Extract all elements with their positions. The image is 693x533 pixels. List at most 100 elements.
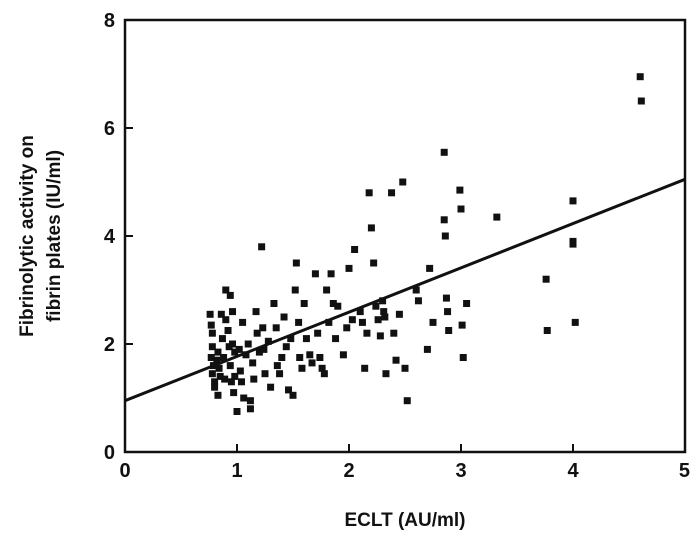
data-point bbox=[306, 351, 314, 359]
data-point bbox=[226, 362, 234, 370]
data-point bbox=[246, 405, 254, 413]
data-point bbox=[412, 286, 420, 294]
data-point bbox=[316, 354, 324, 361]
data-point bbox=[345, 264, 353, 272]
data-point bbox=[233, 408, 241, 415]
data-point bbox=[207, 354, 215, 361]
data-point bbox=[401, 364, 409, 372]
data-point bbox=[270, 300, 278, 307]
data-point bbox=[261, 370, 269, 378]
data-point bbox=[363, 329, 371, 337]
data-point bbox=[569, 197, 577, 205]
y-axis-title-line-1: Fibrinolytic activity on bbox=[17, 135, 38, 337]
data-point bbox=[289, 391, 297, 399]
data-point bbox=[244, 340, 252, 348]
x-tick-label: 5 bbox=[679, 460, 690, 482]
data-point bbox=[311, 270, 319, 278]
data-point bbox=[457, 205, 465, 213]
data-point bbox=[207, 321, 215, 329]
data-point bbox=[229, 340, 237, 348]
data-point bbox=[334, 302, 342, 310]
data-point bbox=[365, 189, 373, 197]
data-point bbox=[458, 321, 466, 329]
y-tick-label: 0 bbox=[104, 442, 115, 464]
data-point bbox=[399, 178, 407, 186]
data-point bbox=[376, 332, 384, 340]
regression-line bbox=[124, 177, 686, 403]
data-point bbox=[351, 246, 359, 253]
data-point bbox=[230, 389, 238, 397]
data-point bbox=[285, 386, 293, 394]
data-point bbox=[258, 243, 266, 251]
data-point bbox=[327, 270, 335, 278]
data-point bbox=[543, 327, 551, 334]
data-point bbox=[208, 343, 216, 351]
data-point bbox=[296, 354, 304, 361]
data-point bbox=[259, 324, 267, 332]
plot-frame bbox=[123, 18, 687, 454]
data-point bbox=[440, 148, 448, 156]
data-point bbox=[208, 329, 216, 337]
data-point bbox=[302, 335, 310, 343]
data-point bbox=[217, 310, 225, 318]
data-point bbox=[229, 308, 237, 316]
data-point bbox=[445, 327, 453, 334]
data-point bbox=[403, 397, 411, 405]
data-point bbox=[226, 291, 234, 299]
data-point bbox=[240, 394, 248, 402]
data-point bbox=[280, 313, 288, 321]
data-point bbox=[273, 362, 281, 370]
y-tick-label: 6 bbox=[104, 118, 115, 140]
data-point bbox=[339, 351, 347, 359]
data-point bbox=[380, 308, 388, 316]
data-point bbox=[348, 316, 356, 324]
data-point bbox=[459, 354, 467, 361]
data-point bbox=[361, 364, 369, 372]
data-point bbox=[287, 335, 295, 343]
data-point bbox=[237, 378, 245, 386]
data-point bbox=[426, 264, 434, 272]
data-point bbox=[429, 318, 437, 326]
data-point bbox=[264, 337, 272, 345]
data-point bbox=[388, 189, 396, 197]
data-point bbox=[222, 316, 230, 324]
data-point bbox=[414, 297, 422, 305]
data-point bbox=[381, 313, 389, 321]
y-axis-title-line-2: fibrin plates (IU/ml) bbox=[44, 150, 65, 322]
data-point bbox=[231, 372, 239, 380]
data-point bbox=[440, 216, 448, 224]
data-point bbox=[292, 259, 300, 267]
data-point bbox=[493, 213, 501, 221]
data-point bbox=[224, 327, 232, 334]
data-point bbox=[318, 364, 326, 372]
x-axis-title: ECLT (AU/ml) bbox=[344, 510, 465, 531]
data-point bbox=[260, 345, 268, 353]
x-tick-label: 2 bbox=[343, 460, 354, 482]
data-point bbox=[372, 302, 380, 310]
data-point bbox=[542, 275, 550, 283]
data-point bbox=[221, 375, 229, 383]
data-point bbox=[267, 383, 275, 391]
data-point bbox=[211, 378, 219, 386]
data-point bbox=[374, 316, 382, 324]
data-point bbox=[329, 300, 337, 307]
data-point bbox=[253, 329, 261, 337]
data-point bbox=[456, 186, 464, 194]
data-point bbox=[213, 356, 221, 364]
data-point bbox=[295, 318, 303, 326]
data-point bbox=[276, 370, 284, 378]
data-point bbox=[236, 367, 244, 375]
data-point bbox=[571, 318, 579, 326]
x-tick-label: 1 bbox=[231, 460, 242, 482]
x-tick-label: 3 bbox=[455, 460, 466, 482]
data-point bbox=[392, 356, 400, 364]
data-points bbox=[206, 73, 645, 415]
data-point bbox=[441, 232, 449, 240]
data-point bbox=[220, 354, 228, 361]
x-tick-label: 4 bbox=[567, 460, 579, 482]
data-point bbox=[569, 240, 577, 248]
data-point bbox=[320, 370, 328, 378]
data-point bbox=[343, 324, 351, 332]
data-point bbox=[356, 308, 364, 316]
data-point bbox=[278, 354, 286, 361]
